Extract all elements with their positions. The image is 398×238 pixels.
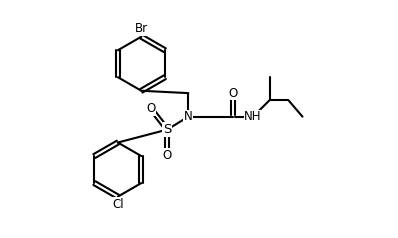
- Text: Cl: Cl: [112, 198, 124, 211]
- Text: O: O: [146, 102, 155, 115]
- Text: Br: Br: [135, 22, 148, 35]
- Text: S: S: [163, 123, 172, 136]
- Text: NH: NH: [244, 110, 262, 123]
- Text: O: O: [228, 87, 238, 100]
- Text: N: N: [184, 110, 193, 123]
- Text: O: O: [163, 149, 172, 162]
